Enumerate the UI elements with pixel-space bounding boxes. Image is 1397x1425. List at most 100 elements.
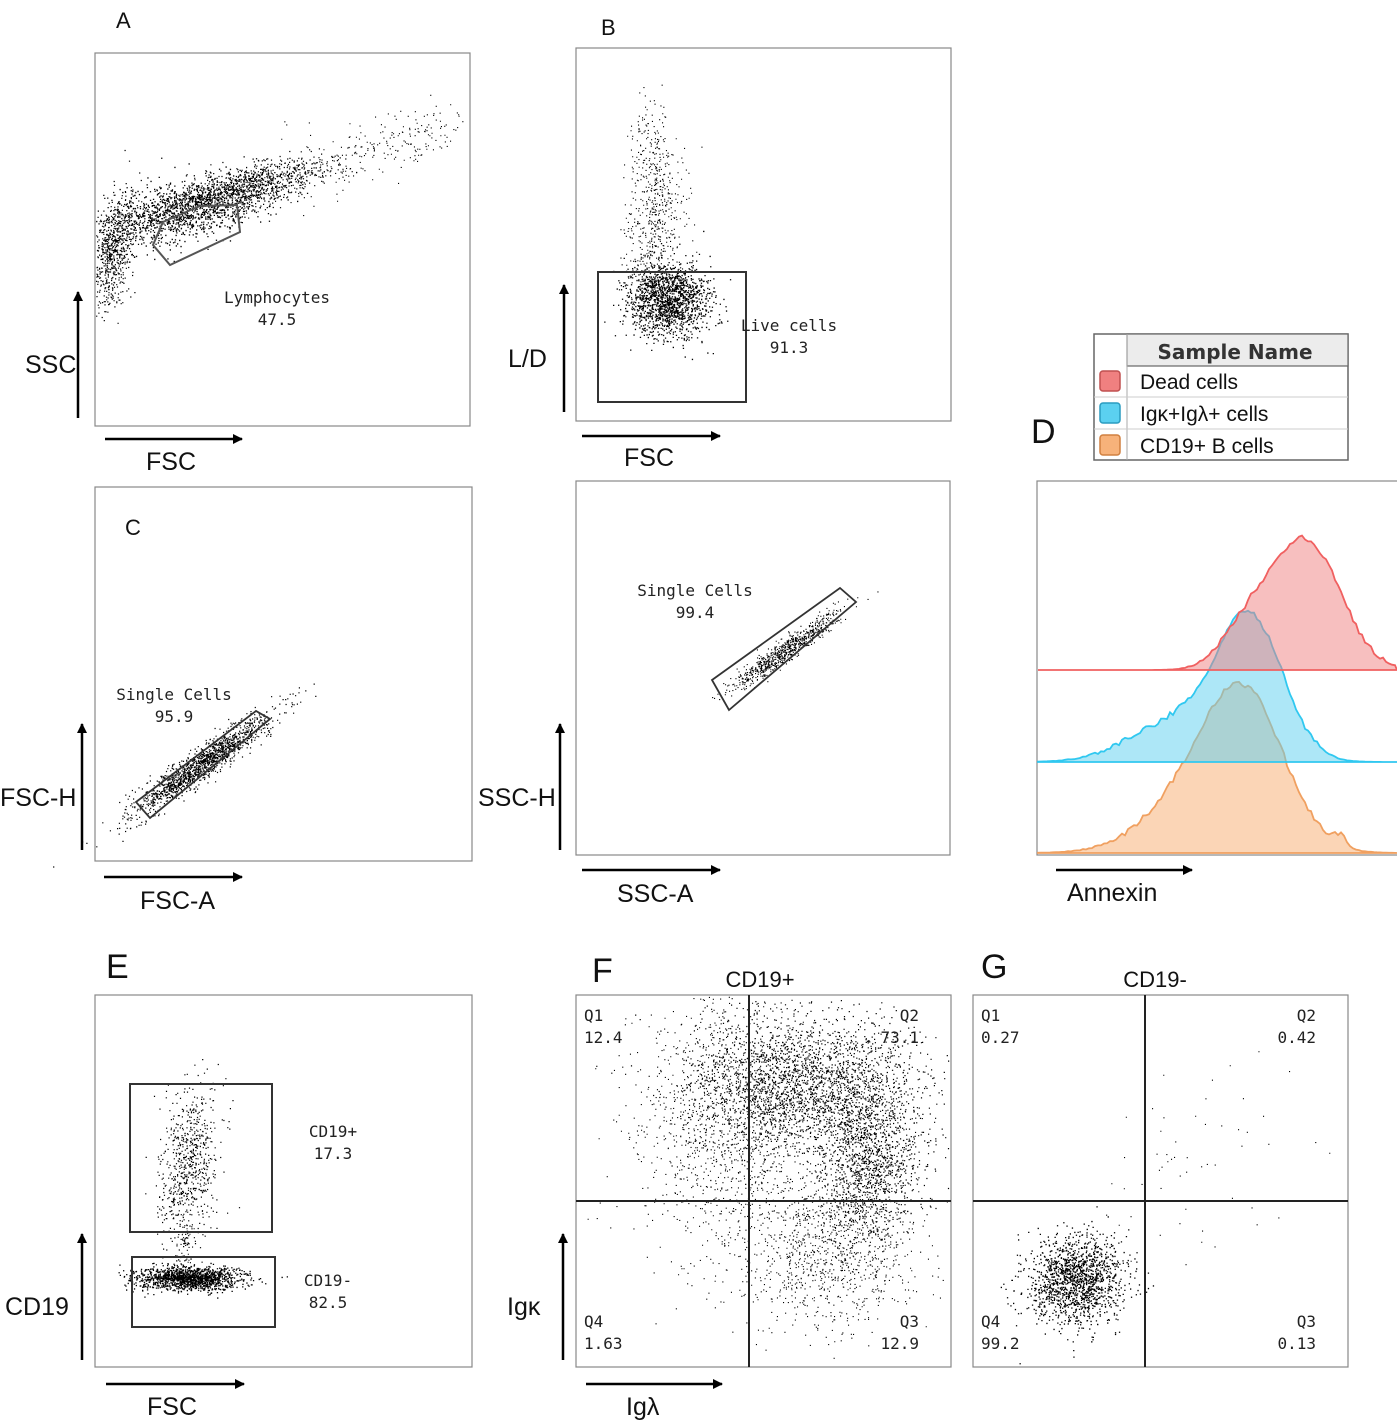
legend-swatch-dead	[1099, 370, 1121, 392]
f-q3-name: Q3	[900, 1312, 919, 1331]
f-q2-value: 73.1	[880, 1028, 919, 1047]
panel-e-letter: E	[106, 948, 129, 986]
single-cells-ssc-value: 99.4	[676, 603, 715, 622]
event-cloud	[145, 1059, 241, 1270]
g-q1-value: 0.27	[981, 1028, 1020, 1047]
f-q1-name: Q1	[584, 1006, 603, 1025]
panel-f-xlabel: Igλ	[626, 1393, 660, 1421]
panel-c-frame	[94, 486, 473, 862]
cd19-positive-name: CD19+	[309, 1122, 357, 1141]
legend-header-cell	[1126, 333, 1349, 367]
panel-g-letter: G	[981, 948, 1007, 986]
legend-label-cd19: CD19+ B cells	[1140, 435, 1274, 458]
event-cloud	[345, 104, 464, 163]
g-q3-value: 0.13	[1277, 1334, 1316, 1353]
legend-swatch-igk-igl	[1099, 402, 1121, 424]
panel-b-frame	[575, 47, 952, 422]
event-cloud	[587, 996, 845, 1333]
panel-e: E CD19+ 17.3 CD19- 82.5 CD19 FSC	[5, 948, 473, 1421]
panel-b-letter: B	[601, 15, 616, 40]
legend-swatch-cd19	[1099, 434, 1121, 456]
panel-c-ssc-ylabel: SSC-H	[478, 784, 556, 812]
panel-b-xlabel: FSC	[624, 444, 674, 472]
f-q4-value: 1.63	[584, 1334, 623, 1353]
panel-c-ssc-frame	[575, 480, 951, 856]
f-q4-name: Q4	[584, 1312, 603, 1331]
event-cloud	[596, 998, 950, 1201]
panel-b-ylabel: L/D	[508, 345, 547, 373]
event-cloud	[176, 1215, 195, 1271]
cd19-negative-name: CD19-	[304, 1271, 352, 1290]
live-cells-gate-name: Live cells	[741, 316, 837, 335]
panel-d-xlabel: Annexin	[1067, 879, 1157, 907]
panel-c-ylabel: FSC-H	[0, 784, 76, 812]
event-cloud	[604, 230, 732, 361]
panel-e-events	[118, 1059, 288, 1299]
f-q2-name: Q2	[900, 1006, 919, 1025]
event-cloud	[128, 145, 363, 226]
event-cloud	[1096, 1051, 1331, 1266]
panel-g: G CD19- Q1 0.27 Q2 0.42 Q3 0.13 Q4 99.2	[972, 948, 1349, 1368]
event-cloud	[220, 94, 457, 228]
panel-a-letter: A	[116, 8, 131, 33]
panel-f-title: CD19+	[725, 967, 794, 992]
panel-a-events	[96, 94, 464, 324]
lymphocytes-gate-name: Lymphocytes	[224, 288, 330, 307]
cd19-positive-gate	[129, 1083, 273, 1233]
panel-a: A Lymphocytes 47.5 SSC FSC	[25, 8, 471, 476]
panel-f: F CD19+ Q1 12.4 Q2 73.1 Q3 12.9 Q4 1.63 …	[507, 952, 952, 1421]
g-q4-name: Q4	[981, 1312, 1000, 1331]
event-cloud	[96, 156, 358, 274]
single-cells-gate-fsc	[134, 709, 272, 820]
panel-f-ylabel: Igκ	[507, 1293, 541, 1321]
single-cells-ssc-name: Single Cells	[637, 581, 753, 600]
panel-d-letter: D	[1031, 413, 1056, 451]
cd19-positive-value: 17.3	[314, 1144, 353, 1163]
panel-c-ssc: Single Cells 99.4 SSC-H SSC-A	[478, 480, 951, 908]
panel-g-title: CD19-	[1123, 967, 1187, 992]
single-cells-fsc-name: Single Cells	[116, 685, 232, 704]
single-cells-fsc-value: 95.9	[155, 707, 194, 726]
panel-c-ssc-events	[712, 591, 879, 701]
panel-a-frame	[94, 52, 471, 427]
panel-d: Sample Name Dead cells Igκ+Igλ+ cells CD…	[1031, 333, 1397, 907]
legend-header: Sample Name	[1157, 340, 1312, 364]
live-cells-gate	[597, 271, 747, 403]
panel-a-ylabel: SSC	[25, 351, 76, 379]
cd19-negative-gate	[131, 1256, 276, 1328]
cd19-negative-value: 82.5	[309, 1293, 348, 1312]
panel-c-letter: C	[125, 515, 141, 540]
g-q2-name: Q2	[1297, 1006, 1316, 1025]
panel-b: B Live cells 91.3 L/D FSC	[508, 15, 952, 472]
event-cloud	[712, 591, 879, 701]
f-q1-value: 12.4	[584, 1028, 623, 1047]
event-cloud	[1000, 1206, 1155, 1365]
panel-c-xlabel: FSC-A	[140, 887, 215, 915]
lymphocytes-gate	[151, 203, 242, 267]
lymphocytes-gate-value: 47.5	[258, 310, 297, 329]
panel-b-events	[604, 84, 732, 361]
g-q3-name: Q3	[1297, 1312, 1316, 1331]
live-cells-gate-value: 91.3	[770, 338, 809, 357]
panel-g-events	[1000, 1051, 1331, 1365]
panel-f-letter: F	[592, 952, 613, 990]
legend-label-igk-igl: Igκ+Igλ+ cells	[1140, 403, 1268, 426]
legend: Sample Name Dead cells Igκ+Igλ+ cells CD…	[1093, 333, 1349, 461]
panel-e-xlabel: FSC	[147, 1393, 197, 1421]
panel-e-frame	[94, 994, 473, 1368]
histogram-dead-cells	[1038, 534, 1397, 671]
event-cloud	[613, 105, 703, 318]
panel-g-frame	[972, 994, 1349, 1368]
single-cells-gate-ssc	[710, 586, 858, 712]
g-q1-name: Q1	[981, 1006, 1000, 1025]
legend-label-dead: Dead cells	[1140, 371, 1238, 394]
event-cloud	[118, 1257, 288, 1299]
g-q2-value: 0.42	[1277, 1028, 1316, 1047]
panel-f-events	[587, 996, 950, 1359]
panel-c: C Single Cells 95.9 FSC-H FSC-A	[0, 486, 473, 915]
g-q4-value: 99.2	[981, 1334, 1020, 1353]
panel-c-ssc-xlabel: SSC-A	[617, 880, 694, 908]
panel-a-xlabel: FSC	[146, 448, 196, 476]
event-cloud	[770, 1006, 950, 1292]
